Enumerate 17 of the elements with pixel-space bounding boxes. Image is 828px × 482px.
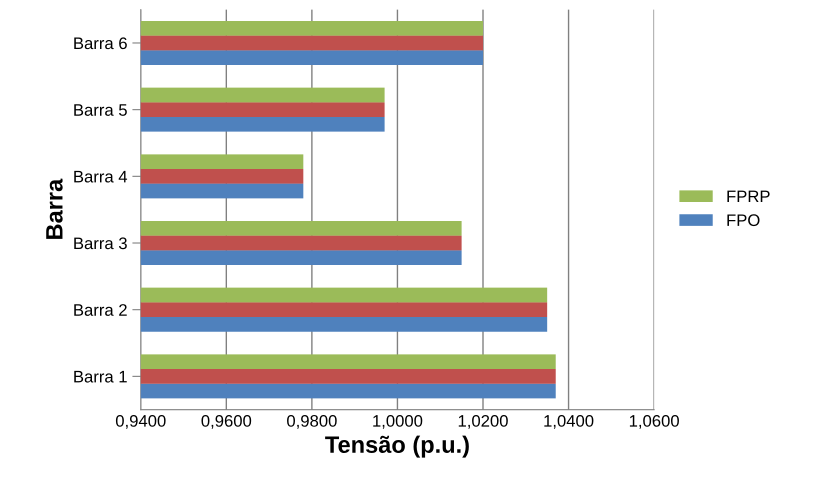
x-tick-label: 0,9400 (116, 415, 166, 429)
x-tick-label: 0,9600 (201, 415, 252, 429)
x-tick-label: 1,0400 (544, 415, 594, 429)
x-tick-label: 1,0600 (630, 415, 679, 429)
y-tick-label: Barra 1 (74, 370, 127, 383)
y-tick-label: Barra 2 (74, 304, 127, 316)
x-axis-title: Tensão (p.u.) (325, 436, 469, 458)
legend-label: FPRP (727, 190, 770, 202)
y-tick-label: Barra 6 (74, 37, 127, 50)
y-tick-label: Barra 4 (74, 170, 128, 183)
y-tick-label: Barra 5 (74, 104, 127, 116)
legend-label: FPO (727, 214, 760, 226)
y-axis-title: Barra (46, 178, 63, 239)
x-tick-label: 0,9800 (287, 415, 337, 429)
x-tick-label: 1,0200 (458, 415, 508, 429)
x-tick-label: 1,0000 (373, 415, 422, 429)
y-tick-label: Barra 3 (74, 237, 127, 250)
